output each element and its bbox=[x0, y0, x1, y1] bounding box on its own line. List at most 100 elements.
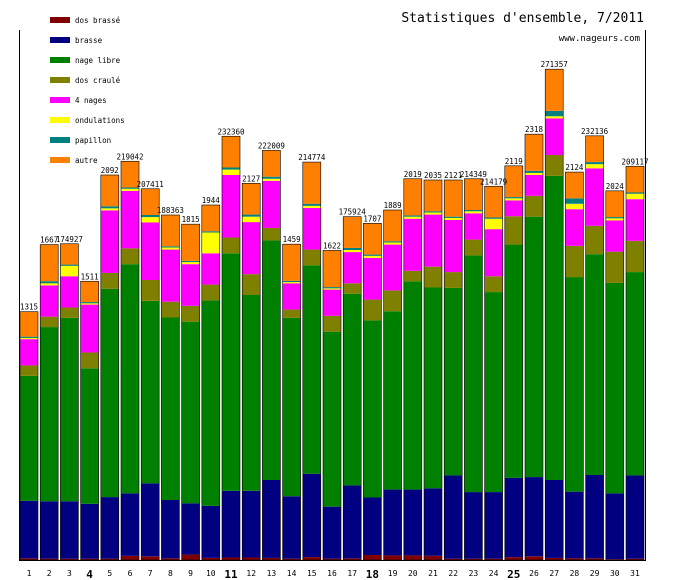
bar-segment bbox=[222, 175, 240, 238]
bar-segment bbox=[383, 241, 402, 243]
bar-segment bbox=[302, 557, 321, 560]
bar-outline bbox=[605, 190, 625, 561]
bar-segment bbox=[302, 207, 321, 250]
bar-total-label: 188363 bbox=[157, 206, 184, 215]
bar-total-label: 1622 bbox=[323, 241, 341, 250]
bar-segment bbox=[121, 264, 139, 494]
bar-segment bbox=[504, 197, 523, 199]
bar-segment bbox=[444, 558, 463, 560]
legend-swatch bbox=[50, 57, 70, 63]
bar-segment bbox=[343, 293, 362, 486]
bar-segment bbox=[626, 475, 644, 559]
bar-segment bbox=[282, 309, 301, 318]
bar-segment bbox=[100, 210, 119, 273]
bar-segment bbox=[242, 222, 261, 275]
bar-segment bbox=[40, 327, 59, 502]
bar-total-label: 271357 bbox=[541, 60, 568, 69]
bar-segment bbox=[282, 244, 301, 281]
bar-segment bbox=[403, 270, 422, 282]
bar-segment bbox=[161, 500, 180, 559]
bar-segment bbox=[545, 175, 564, 480]
bar-segment bbox=[201, 505, 220, 558]
bar-segment bbox=[262, 240, 281, 480]
bar-segment bbox=[424, 180, 442, 212]
bar-segment bbox=[201, 231, 220, 233]
bar-outline bbox=[302, 161, 322, 561]
bar-total-label: 174927 bbox=[56, 235, 83, 244]
bar-outline bbox=[585, 135, 604, 561]
bar-segment bbox=[605, 218, 624, 221]
bar-segment bbox=[60, 307, 79, 318]
x-tick-label: 18 bbox=[366, 568, 379, 580]
bar-segment bbox=[161, 301, 180, 318]
x-tick-label: 11 bbox=[224, 568, 238, 580]
bar-outline bbox=[120, 160, 140, 561]
bar-segment bbox=[504, 165, 523, 198]
bar-segment bbox=[565, 277, 584, 492]
x-tick-label: 26 bbox=[529, 569, 539, 578]
bar-segment bbox=[302, 203, 321, 206]
bar-segment bbox=[262, 176, 281, 179]
bar-segment bbox=[60, 264, 79, 266]
bar-outline bbox=[60, 243, 79, 561]
legend-swatch bbox=[50, 17, 70, 23]
bar-segment bbox=[484, 492, 503, 559]
bar-segment bbox=[464, 558, 483, 560]
bar-segment bbox=[585, 475, 604, 559]
bar-segment bbox=[444, 216, 463, 218]
bar-segment bbox=[464, 492, 483, 559]
bar-segment bbox=[121, 188, 139, 191]
bar-outline bbox=[383, 209, 402, 561]
bar-segment bbox=[100, 206, 119, 209]
bar-outline bbox=[423, 179, 443, 561]
bar-total-label: 1707 bbox=[363, 214, 381, 223]
bar-segment bbox=[565, 198, 584, 204]
legend-swatch bbox=[50, 77, 70, 83]
bar-segment bbox=[262, 480, 281, 558]
bar-segment bbox=[484, 558, 503, 560]
bar-segment bbox=[40, 281, 59, 284]
bar-segment bbox=[323, 315, 341, 332]
bar-total-label: 1667 bbox=[40, 236, 58, 245]
bar-segment bbox=[323, 558, 341, 560]
bar-segment bbox=[363, 223, 382, 255]
bar-total-label: 2121 bbox=[444, 171, 462, 180]
bar-outline bbox=[464, 178, 483, 561]
bar-segment bbox=[383, 489, 402, 556]
chart-subtitle: www.nageurs.com bbox=[559, 34, 640, 44]
x-tick-label: 12 bbox=[246, 569, 256, 578]
bar-segment bbox=[242, 490, 261, 558]
legend-label: dos brassé bbox=[75, 16, 121, 25]
bar-segment bbox=[626, 558, 644, 560]
bar-segment bbox=[525, 170, 543, 173]
bar-outline bbox=[241, 183, 261, 561]
bar-segment bbox=[383, 555, 402, 560]
bar-segment bbox=[504, 477, 523, 558]
bar-segment bbox=[403, 215, 422, 217]
bar-segment bbox=[504, 200, 523, 217]
bar-total-label: 1889 bbox=[384, 201, 402, 210]
legend-swatch bbox=[50, 97, 70, 103]
bar-outline bbox=[221, 135, 241, 561]
bar-total-label: 232360 bbox=[217, 127, 245, 136]
bar-segment bbox=[161, 317, 180, 500]
x-tick-label: 25 bbox=[507, 568, 520, 580]
bar-segment bbox=[40, 283, 59, 286]
bar-segment bbox=[60, 265, 79, 277]
bar-segment bbox=[282, 558, 301, 560]
bar-outline bbox=[262, 150, 281, 561]
x-tick-label: 3 bbox=[67, 569, 72, 578]
bar-segment bbox=[605, 220, 624, 252]
bar-segment bbox=[565, 491, 584, 559]
x-tick-label: 24 bbox=[489, 569, 499, 578]
bar-segment bbox=[201, 205, 220, 232]
bar-total-label: 207411 bbox=[137, 180, 164, 189]
bar-segment bbox=[565, 558, 584, 560]
bar-segment bbox=[363, 255, 382, 258]
legend-label: brasse bbox=[75, 36, 103, 45]
bar-segment bbox=[626, 166, 644, 193]
bar-segment bbox=[484, 276, 503, 293]
bar-segment bbox=[363, 257, 382, 300]
bar-segment bbox=[403, 178, 422, 216]
bar-segment bbox=[201, 253, 220, 285]
